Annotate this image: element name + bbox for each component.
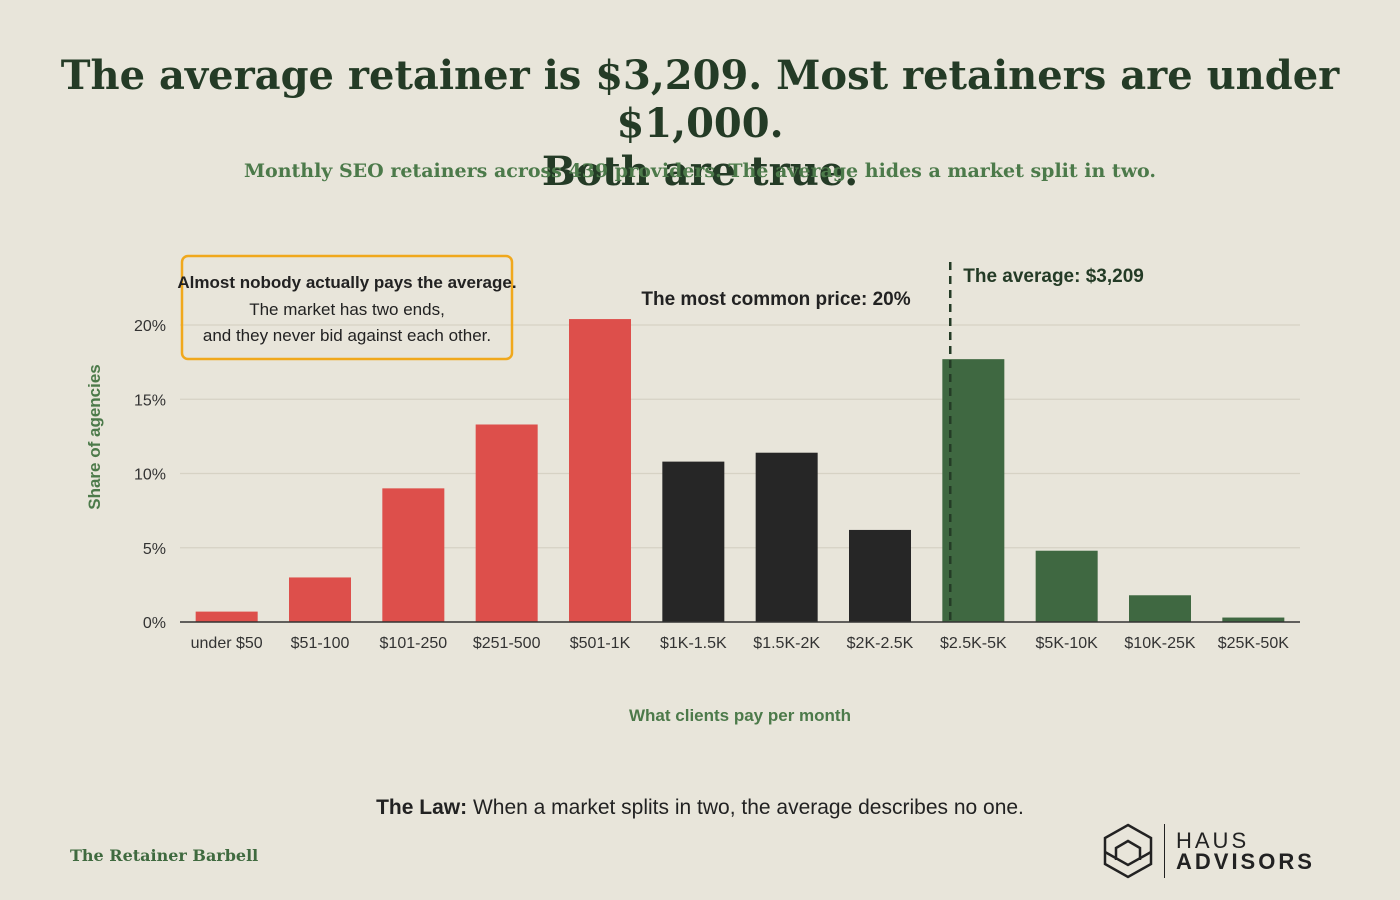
- series-name: The Retainer Barbell: [70, 846, 259, 865]
- law-text: When a market splits in two, the average…: [467, 796, 1024, 819]
- y-tick-label: 0%: [143, 615, 166, 632]
- x-tick-labels: under $50 $51-100 $101-250 $251-500 $501-1K $…: [191, 635, 1290, 652]
- average-label: The average: $3,209: [963, 266, 1144, 287]
- x-tick-label: $25K-50K: [1218, 635, 1289, 652]
- y-tick-label: 20%: [134, 318, 166, 335]
- x-axis-label: What clients pay per month: [629, 706, 851, 725]
- law-label: The Law:: [376, 796, 468, 819]
- logo-wordmark-bottom: ADVISORS: [1176, 849, 1315, 874]
- x-tick-label: $1.5K-2K: [753, 635, 820, 652]
- y-axis-label: Share of agencies: [85, 364, 104, 510]
- callout-title: Almost nobody actually pays the average.: [177, 273, 516, 292]
- bar: [475, 424, 538, 622]
- callout-box: Almost nobody actually pays the average.…: [177, 254, 517, 361]
- bar: [1129, 595, 1191, 622]
- x-tick-label: $501-1K: [570, 635, 631, 652]
- haus-advisors-logo: HAUS ADVISORS: [1100, 822, 1340, 882]
- x-tick-label: under $50: [191, 635, 263, 652]
- y-gridlines: [180, 324, 1300, 549]
- x-tick-label: $51-100: [291, 635, 350, 652]
- chart-subtitle: Monthly SEO retainers across 439 provide…: [243, 160, 1157, 182]
- bar: [942, 359, 1005, 622]
- bar: [382, 488, 445, 622]
- mode-annotation: The most common price: 20%: [641, 289, 910, 310]
- y-tick-labels: 0% 5% 10% 15% 20%: [134, 318, 166, 632]
- bars: [195, 319, 1285, 622]
- x-tick-label: $10K-25K: [1124, 635, 1195, 652]
- bar: [1035, 550, 1098, 622]
- bar: [289, 577, 351, 622]
- bar: [195, 611, 258, 622]
- callout-border: [180, 254, 514, 361]
- bar: [662, 461, 725, 622]
- y-tick-label: 10%: [134, 467, 166, 484]
- callout-line1: The market has two ends,: [249, 300, 445, 319]
- retainer-bar-chart: under $50 $51-100 $101-250 $251-500 $501-1K $…: [85, 254, 1300, 725]
- x-tick-label: $101-250: [380, 635, 448, 652]
- bar: [849, 529, 911, 622]
- callout-line2: and they never bid against each other.: [203, 326, 491, 345]
- bar: [1222, 617, 1285, 622]
- law-statement: The Law: When a market splits in two, th…: [0, 796, 1400, 820]
- chart-title-line2: Both are true.: [541, 148, 859, 195]
- x-tick-label: $1K-1.5K: [660, 635, 727, 652]
- y-tick-label: 15%: [134, 392, 166, 409]
- hexagon-house-icon: [1103, 823, 1153, 879]
- logo-wordmark-top: HAUS: [1176, 828, 1250, 853]
- bar: [755, 452, 818, 622]
- chart-title-line1: The average retainer is $3,209. Most ret…: [60, 52, 1340, 147]
- x-tick-label: $5K-10K: [1036, 635, 1099, 652]
- logo-divider: [1164, 824, 1165, 878]
- x-tick-label: $251-500: [473, 635, 541, 652]
- x-tick-label: $2K-2.5K: [847, 635, 914, 652]
- y-tick-label: 5%: [143, 541, 166, 558]
- chart-title: The average retainer is $3,209. Most ret…: [0, 52, 1400, 196]
- bar: [569, 319, 631, 622]
- x-tick-label: $2.5K-5K: [940, 635, 1007, 652]
